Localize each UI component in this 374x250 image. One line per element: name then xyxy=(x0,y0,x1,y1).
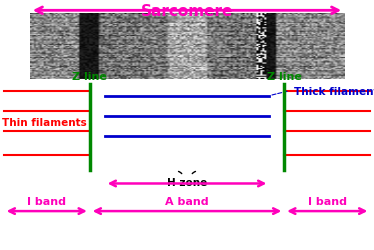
Text: I band: I band xyxy=(27,196,66,206)
Text: Z line: Z line xyxy=(72,71,107,81)
Text: Thick filaments: Thick filaments xyxy=(294,86,374,96)
Text: Z line: Z line xyxy=(267,71,302,81)
Text: A band: A band xyxy=(165,196,209,206)
Text: H zone: H zone xyxy=(167,178,207,188)
Text: Thin filaments: Thin filaments xyxy=(2,118,87,128)
Text: Sarcomere: Sarcomere xyxy=(141,4,233,18)
Text: I band: I band xyxy=(308,196,347,206)
